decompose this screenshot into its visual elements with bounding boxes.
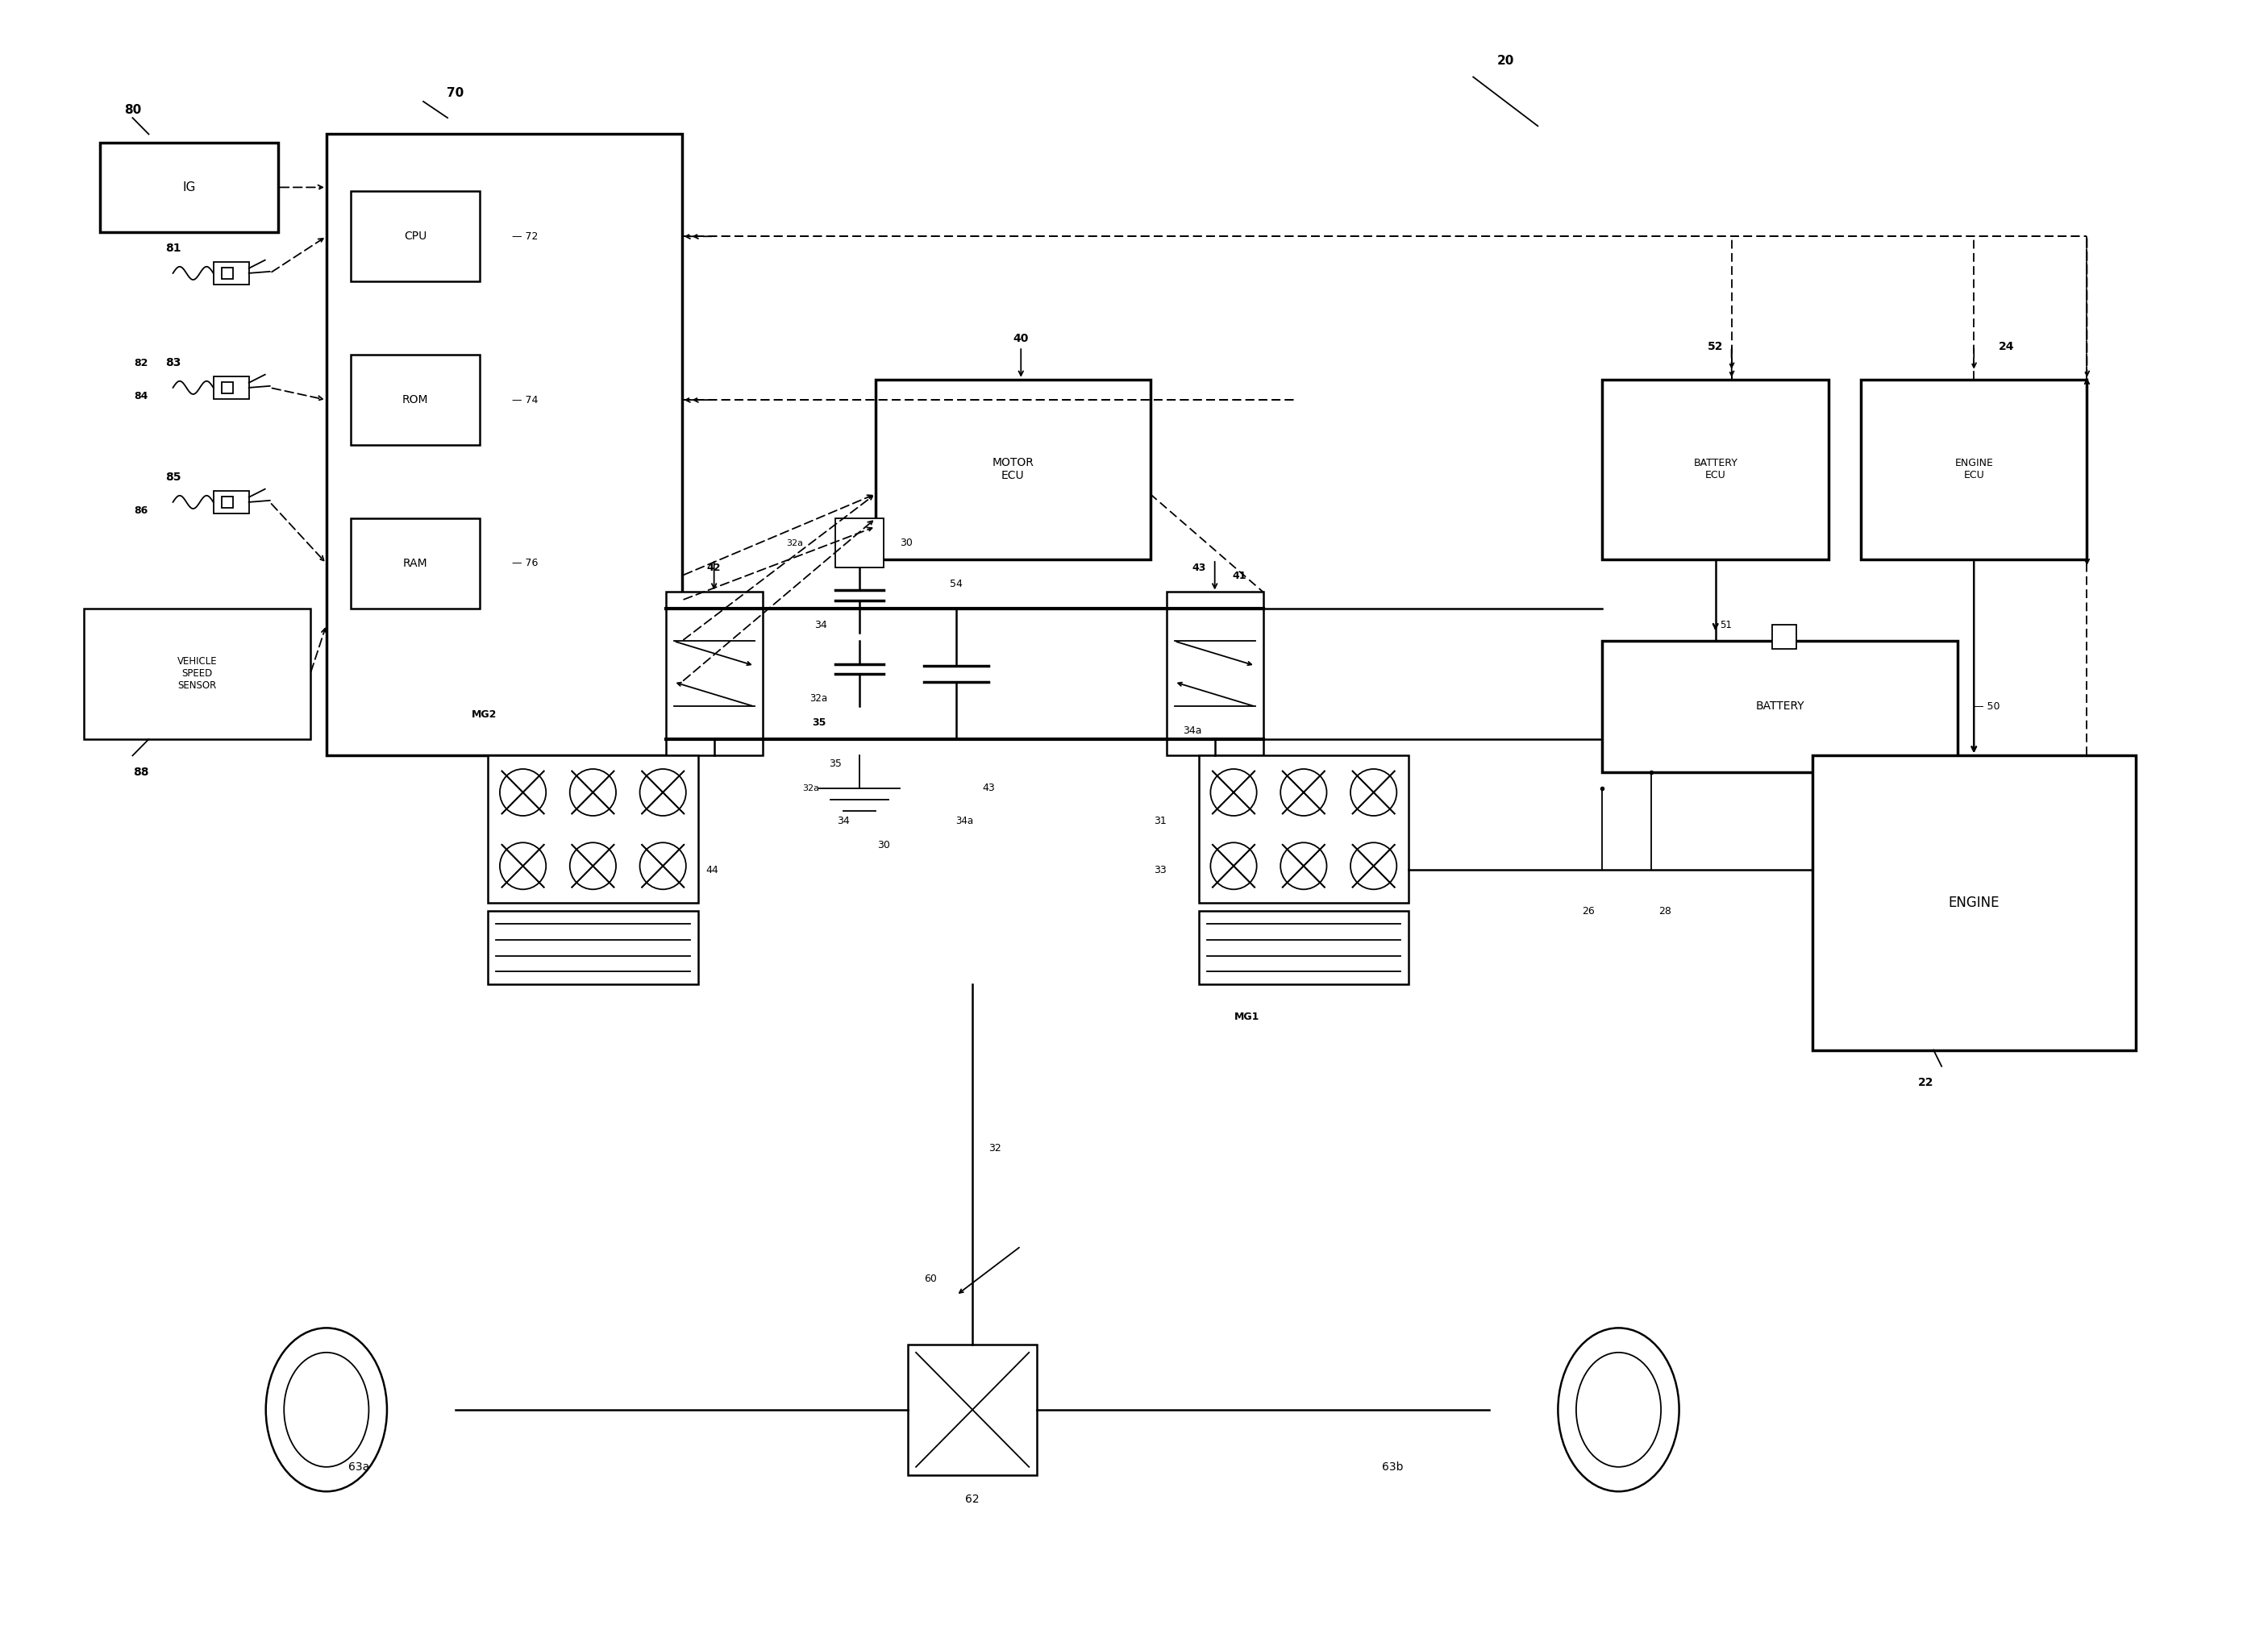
Text: 41: 41 [1232, 570, 1245, 581]
Bar [213, 261, 249, 284]
Text: ROM: ROM [401, 394, 429, 406]
Text: 35: 35 [812, 718, 826, 727]
Bar [1166, 593, 1263, 755]
Text: 35: 35 [828, 759, 841, 768]
Bar [100, 143, 279, 232]
Text: 85: 85 [166, 471, 181, 483]
Bar [488, 911, 699, 985]
Circle shape [1211, 842, 1256, 890]
Text: 60: 60 [923, 1274, 937, 1284]
Text: 81: 81 [166, 243, 181, 255]
Bar [327, 135, 683, 755]
Bar [222, 268, 234, 279]
Circle shape [499, 842, 547, 890]
Text: 32a: 32a [810, 693, 828, 703]
Ellipse shape [284, 1353, 370, 1466]
Bar [352, 355, 481, 445]
Text: 80: 80 [125, 103, 141, 115]
Text: 31: 31 [1154, 816, 1166, 826]
Bar [1771, 624, 1796, 649]
Bar [213, 491, 249, 514]
Text: 30: 30 [900, 539, 912, 548]
Bar [1603, 640, 1957, 772]
Ellipse shape [265, 1328, 388, 1491]
Circle shape [640, 768, 685, 816]
Ellipse shape [1558, 1328, 1678, 1491]
Bar [352, 192, 481, 281]
Text: MOTOR
ECU: MOTOR ECU [991, 456, 1034, 481]
Text: 42: 42 [708, 562, 721, 573]
Bar [488, 755, 699, 903]
Text: 88: 88 [134, 767, 147, 778]
Bar [1198, 911, 1408, 985]
Text: 86: 86 [134, 506, 147, 516]
Bar [835, 519, 885, 568]
Text: 26: 26 [1581, 906, 1594, 916]
Text: 28: 28 [1658, 906, 1672, 916]
Text: CPU: CPU [404, 232, 426, 241]
Text: 34a: 34a [1182, 726, 1202, 736]
Text: BATTERY
ECU: BATTERY ECU [1694, 458, 1737, 481]
Bar [1812, 755, 2136, 1049]
Text: 44: 44 [705, 865, 719, 875]
Ellipse shape [1576, 1353, 1660, 1466]
Text: MG1: MG1 [1234, 1011, 1259, 1023]
Bar [665, 593, 762, 755]
Text: 32a: 32a [803, 785, 819, 793]
Text: 32a: 32a [787, 539, 803, 547]
Text: 40: 40 [1014, 333, 1030, 345]
Bar [1860, 379, 2087, 560]
Text: 51: 51 [1719, 619, 1733, 631]
Text: 83: 83 [166, 358, 181, 369]
Bar [875, 379, 1150, 560]
Text: MG2: MG2 [472, 709, 497, 719]
Text: ENGINE: ENGINE [1948, 895, 2000, 910]
Bar [222, 496, 234, 507]
Circle shape [640, 842, 685, 890]
Text: 22: 22 [1916, 1077, 1932, 1089]
Text: — 50: — 50 [1973, 701, 2000, 711]
Bar [907, 1345, 1036, 1475]
Circle shape [1349, 842, 1397, 890]
Text: 33: 33 [1154, 865, 1166, 875]
Text: BATTERY: BATTERY [1755, 701, 1805, 713]
Text: 63b: 63b [1381, 1461, 1404, 1473]
Text: RAM: RAM [404, 558, 429, 570]
Text: 24: 24 [1998, 342, 2014, 353]
Text: IG: IG [181, 181, 195, 194]
Text: — 72: — 72 [513, 232, 538, 241]
Text: 30: 30 [878, 841, 889, 851]
Bar [1198, 755, 1408, 903]
Text: 34: 34 [814, 619, 828, 631]
Text: 34a: 34a [955, 816, 973, 826]
Bar [84, 609, 311, 739]
Text: 82: 82 [134, 358, 147, 368]
Text: — 74: — 74 [513, 394, 538, 406]
Text: 52: 52 [1708, 342, 1724, 353]
Text: 63a: 63a [347, 1461, 370, 1473]
Text: 70: 70 [447, 87, 465, 100]
Circle shape [569, 768, 617, 816]
Circle shape [1211, 768, 1256, 816]
Text: 43: 43 [982, 783, 996, 793]
Text: 32: 32 [989, 1143, 1002, 1153]
Text: ENGINE
ECU: ENGINE ECU [1955, 458, 1994, 481]
Circle shape [1349, 768, 1397, 816]
Text: 62: 62 [966, 1494, 980, 1506]
Text: VEHICLE
SPEED
SENSOR: VEHICLE SPEED SENSOR [177, 657, 218, 691]
Text: 20: 20 [1497, 54, 1515, 67]
Text: 84: 84 [134, 391, 147, 401]
Circle shape [1281, 768, 1327, 816]
Bar [1603, 379, 1828, 560]
Circle shape [499, 768, 547, 816]
Bar [213, 376, 249, 399]
Text: 43: 43 [1191, 562, 1207, 573]
Text: 34: 34 [837, 816, 850, 826]
Text: 54: 54 [950, 578, 962, 589]
Circle shape [569, 842, 617, 890]
Circle shape [1281, 842, 1327, 890]
Bar [222, 383, 234, 394]
Bar [352, 519, 481, 609]
Text: — 76: — 76 [513, 558, 538, 568]
